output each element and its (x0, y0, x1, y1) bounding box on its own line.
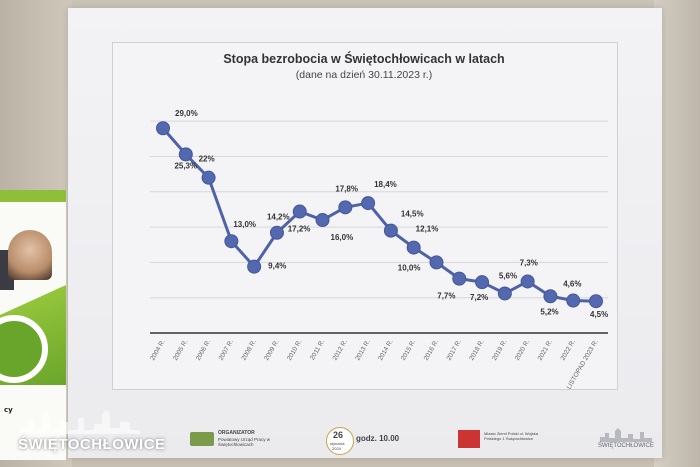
data-label: 7,2% (470, 293, 488, 302)
pup-logo-icon (190, 432, 214, 446)
banner-top-strip (0, 190, 66, 202)
x-tick-label: 2020 R. (514, 338, 532, 361)
date-day: 26 (333, 430, 344, 440)
data-label: 12,1% (416, 225, 439, 234)
data-label: 9,4% (268, 262, 286, 271)
data-label: 16,0% (331, 233, 354, 242)
x-tick-label: 2019 R. (491, 338, 509, 361)
x-tick-label: 2021 R. (537, 338, 555, 361)
city-brand-right: ŚWIĘTOCHŁOWICE (598, 443, 654, 449)
x-tick-label: 2011 R. (309, 338, 326, 361)
skyline-logo-icon (600, 428, 652, 442)
data-point (315, 213, 330, 228)
banner-person-photo (8, 230, 52, 280)
city-brand-left: ŚWIĘTOCHŁOWICE (18, 436, 166, 453)
x-tick-label: 2009 R. (263, 338, 281, 361)
chart-frame (112, 42, 618, 390)
data-label: 17,8% (335, 184, 358, 193)
data-point (247, 259, 262, 274)
banner-text: cy (4, 406, 13, 414)
data-point (269, 225, 284, 240)
organizer-label: ORGANIZATOR (218, 430, 255, 436)
date-year: 2024 (332, 446, 341, 451)
data-label: 13,0% (233, 220, 256, 229)
x-tick-label: 2013 R. (354, 338, 372, 361)
series-line (161, 127, 597, 303)
data-label: 4,6% (563, 280, 581, 289)
x-tick-label: 2018 R. (468, 338, 486, 361)
data-point (406, 240, 421, 255)
data-label: 25,3% (174, 161, 197, 170)
data-label: 7,7% (437, 292, 455, 301)
x-tick-label: 2005 R. (172, 338, 190, 361)
data-point (361, 196, 376, 211)
x-tick-label: 2017 R. (446, 338, 464, 361)
x-tick-label: 2007 R. (218, 338, 236, 361)
data-label: 18,4% (374, 180, 397, 189)
data-point (201, 170, 216, 185)
data-point (292, 204, 307, 219)
organizer-name: Powiatowy Urząd Pracy w Świętochłowicach (218, 437, 271, 447)
data-point (429, 255, 444, 270)
data-point (520, 274, 535, 289)
x-tick-label: 2008 R. (240, 338, 258, 361)
date-badge (326, 427, 354, 455)
data-label: 22% (199, 155, 215, 164)
date-month: stycznia (330, 441, 345, 446)
data-point (178, 147, 193, 162)
partner-logo-icon (458, 430, 480, 448)
partner-text: Miasto Ziemi Polski ul. Wojska Polskiego… (484, 431, 538, 441)
data-point (497, 286, 512, 301)
data-point (543, 289, 558, 304)
x-tick-label: 2022 R. (559, 338, 577, 361)
x-tick-label: 2016 R. (423, 338, 441, 361)
x-tick-label: 2012 R. (332, 338, 350, 361)
data-point (566, 293, 581, 308)
data-label: 29,0% (175, 109, 198, 118)
data-point (156, 121, 170, 136)
data-label: 7,3% (520, 258, 538, 267)
data-label: 5,6% (499, 271, 517, 280)
data-label: 4,5% (590, 310, 608, 319)
data-label: 14,2% (267, 213, 290, 222)
data-point (475, 275, 490, 290)
data-label: 14,5% (401, 210, 424, 219)
data-point (383, 223, 398, 238)
city-skyline-icon (20, 410, 140, 434)
data-label: 5,2% (540, 307, 558, 316)
x-tick-label: 2004 R. (149, 338, 167, 361)
event-time: godz. 10.00 (356, 434, 400, 443)
x-tick-label: 2010 R. (286, 338, 304, 361)
x-tick-label: 2015 R. (400, 338, 418, 361)
chart-subtitle: (dane na dzień 30.11.2023 r.) (295, 69, 433, 81)
rollup-banner: cy (0, 190, 67, 460)
x-tick-label: 2006 R. (195, 338, 213, 361)
data-label: 17,2% (288, 225, 311, 234)
chart-title: Stopa bezrobocia w Świętochłowicach w la… (223, 52, 505, 66)
data-point (589, 294, 603, 309)
data-point (338, 200, 353, 215)
data-label: 10,0% (398, 263, 421, 272)
data-point (224, 234, 239, 249)
data-point (452, 271, 467, 286)
x-tick-label: 2014 R. (377, 338, 395, 361)
